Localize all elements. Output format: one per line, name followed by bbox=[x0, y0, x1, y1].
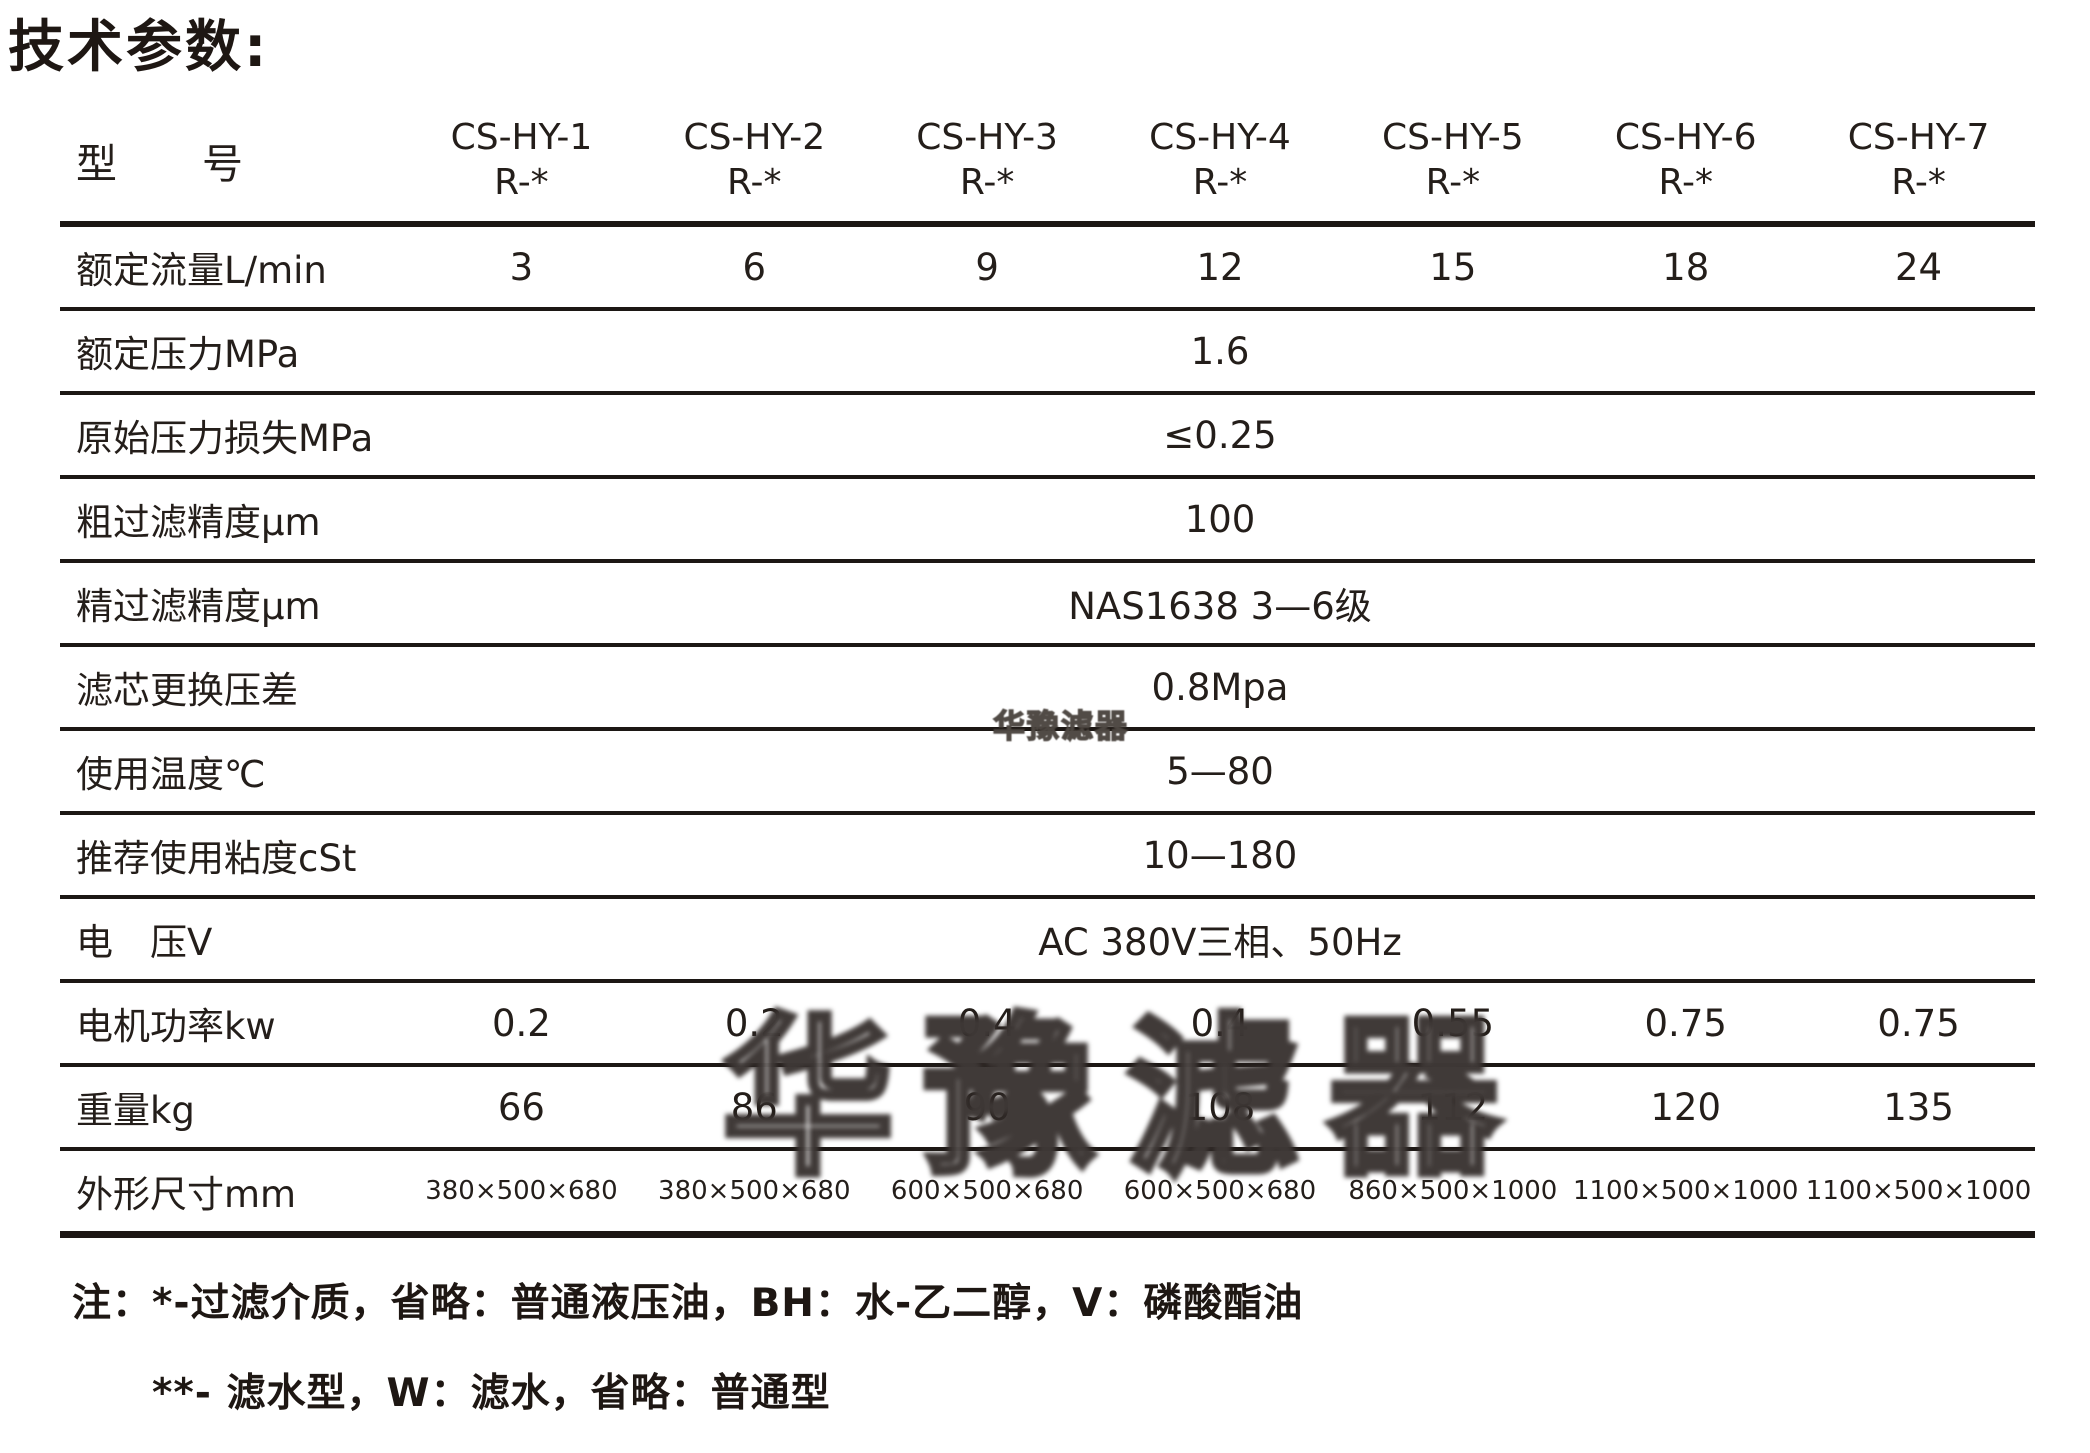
cell-value: 9 bbox=[975, 245, 999, 289]
table-row: 滤芯更换压差 0.8Mpa bbox=[60, 647, 2035, 731]
model-name: CS-HY-7 bbox=[1847, 116, 1990, 158]
model-header: CS-HY-6 R-* bbox=[1569, 115, 1802, 205]
cell-value: 66 bbox=[497, 1085, 545, 1129]
cell-value: 380×500×680 bbox=[658, 1176, 851, 1206]
cell-value: 120 bbox=[1650, 1085, 1722, 1129]
cell-value: 0.75 bbox=[1644, 1001, 1727, 1045]
model-name: CS-HY-1 bbox=[450, 116, 593, 158]
cell-value-merged: AC 380V三相、50Hz bbox=[1038, 921, 1402, 964]
cell-value-merged: NAS1638 3—6级 bbox=[1068, 585, 1372, 628]
model-header: CS-HY-4 R-* bbox=[1104, 115, 1337, 205]
model-name: CS-HY-3 bbox=[916, 116, 1058, 158]
model-header: CS-HY-2 R-* bbox=[638, 115, 871, 205]
row-label: 粗过滤精度μm bbox=[76, 501, 321, 544]
cell-value-merged: 100 bbox=[1184, 497, 1256, 541]
model-name: CS-HY-4 bbox=[1149, 116, 1291, 158]
table-row: 外形尺寸mm 380×500×680 380×500×680 600×500×680 6… bbox=[60, 1151, 2035, 1238]
table-row: 原始压力损失MPa ≤0.25 bbox=[60, 395, 2035, 479]
cell-value: 0.75 bbox=[1877, 1001, 1960, 1045]
row-label: 精过滤精度μm bbox=[76, 585, 321, 628]
model-variant: R-* bbox=[1192, 161, 1248, 203]
model-variant: R-* bbox=[494, 161, 549, 203]
cell-value: 24 bbox=[1895, 245, 1943, 289]
table-body: 额定流量L/min 3 6 9 12 15 18 24 额定压力MPa 1.6 原始压力损失MPa ≤… bbox=[60, 227, 2035, 1238]
note-line-2: **- 滤水型，W：滤水，省略：普通型 bbox=[152, 1371, 831, 1416]
model-variant: R-* bbox=[1891, 161, 1946, 203]
cell-value: 0.4 bbox=[957, 1001, 1017, 1045]
row-label: 电机功率kw bbox=[76, 1005, 276, 1048]
cell-value: 0.2 bbox=[724, 1001, 784, 1045]
cell-value-merged: 5—80 bbox=[1166, 749, 1274, 793]
cell-value: 112 bbox=[1417, 1085, 1489, 1129]
cell-value: 1100×500×1000 bbox=[1805, 1176, 2032, 1206]
cell-value: 600×500×680 bbox=[1123, 1176, 1317, 1206]
row-label: 滤芯更换压差 bbox=[76, 669, 298, 712]
table-row: 推荐使用粘度cSt 10—180 bbox=[60, 815, 2035, 899]
model-name: CS-HY-5 bbox=[1382, 116, 1524, 158]
table-row: 重量kg 66 86 90 108 112 120 135 bbox=[60, 1067, 2035, 1151]
cell-value: 600×500×680 bbox=[890, 1176, 1084, 1206]
model-header: CS-HY-5 R-* bbox=[1336, 115, 1569, 205]
cell-value: 15 bbox=[1429, 245, 1477, 289]
spec-table: 型 号 CS-HY-1 R-* CS-HY-2 R-* CS-HY-3 R-* CS-HY-4… bbox=[60, 98, 2035, 1238]
row-label: 推荐使用粘度cSt bbox=[76, 837, 357, 880]
cell-value: 0.2 bbox=[492, 1001, 551, 1045]
table-row: 粗过滤精度μm 100 bbox=[60, 479, 2035, 563]
row-label: 使用温度℃ bbox=[76, 753, 266, 796]
model-variant: R-* bbox=[1658, 161, 1713, 203]
table-row: 电机功率kw 0.2 0.2 0.4 0.4 0.55 0.75 0.75 bbox=[60, 983, 2035, 1067]
cell-value: 0.4 bbox=[1190, 1001, 1250, 1045]
cell-value: 135 bbox=[1883, 1085, 1954, 1129]
cell-value-merged: 0.8Mpa bbox=[1151, 665, 1289, 709]
model-name: CS-HY-2 bbox=[683, 116, 826, 158]
cell-value: 12 bbox=[1196, 245, 1244, 289]
cell-value: 3 bbox=[509, 245, 534, 289]
model-name: CS-HY-6 bbox=[1614, 116, 1757, 158]
row-label: 外形尺寸mm bbox=[76, 1173, 297, 1216]
table-row: 额定流量L/min 3 6 9 12 15 18 24 bbox=[60, 227, 2035, 311]
note-line-1: 注：*-过滤介质，省略：普通液压油，BH：水-乙二醇，V：磷酸酯油 bbox=[72, 1281, 1304, 1326]
cell-value-merged: 1.6 bbox=[1190, 329, 1250, 373]
cell-value: 1100×500×1000 bbox=[1572, 1176, 1799, 1206]
model-variant: R-* bbox=[1425, 161, 1481, 203]
cell-value: 108 bbox=[1184, 1085, 1256, 1129]
cell-value: 860×500×1000 bbox=[1348, 1176, 1558, 1206]
cell-value: 0.55 bbox=[1411, 1001, 1495, 1045]
model-header: CS-HY-3 R-* bbox=[871, 115, 1104, 205]
row-label: 电 压V bbox=[76, 921, 213, 964]
table-row: 电 压V AC 380V三相、50Hz bbox=[60, 899, 2035, 983]
table-row: 使用温度℃ 5—80 bbox=[60, 731, 2035, 815]
cell-value-merged: 10—180 bbox=[1142, 833, 1298, 877]
cell-value: 90 bbox=[963, 1085, 1011, 1129]
page-title: 技术参数: bbox=[8, 15, 270, 80]
table-header-label: 型 号 bbox=[76, 139, 244, 188]
row-label: 额定流量L/min bbox=[76, 249, 327, 292]
cell-value: 86 bbox=[730, 1085, 778, 1129]
model-variant: R-* bbox=[727, 161, 782, 203]
cell-value: 380×500×680 bbox=[425, 1176, 618, 1206]
row-label: 重量kg bbox=[76, 1089, 195, 1132]
table-row: 精过滤精度μm NAS1638 3—6级 bbox=[60, 563, 2035, 647]
table-header-row: 型 号 CS-HY-1 R-* CS-HY-2 R-* CS-HY-3 R-* CS-HY-4… bbox=[60, 98, 2035, 227]
model-header: CS-HY-7 R-* bbox=[1802, 115, 2035, 205]
row-label: 原始压力损失MPa bbox=[76, 417, 374, 460]
table-row: 额定压力MPa 1.6 bbox=[60, 311, 2035, 395]
row-label: 额定压力MPa bbox=[76, 333, 300, 376]
model-header: CS-HY-1 R-* bbox=[405, 115, 638, 205]
cell-value: 6 bbox=[742, 245, 767, 289]
cell-value-merged: ≤0.25 bbox=[1163, 413, 1277, 457]
model-variant: R-* bbox=[959, 161, 1015, 203]
cell-value: 18 bbox=[1662, 245, 1710, 289]
